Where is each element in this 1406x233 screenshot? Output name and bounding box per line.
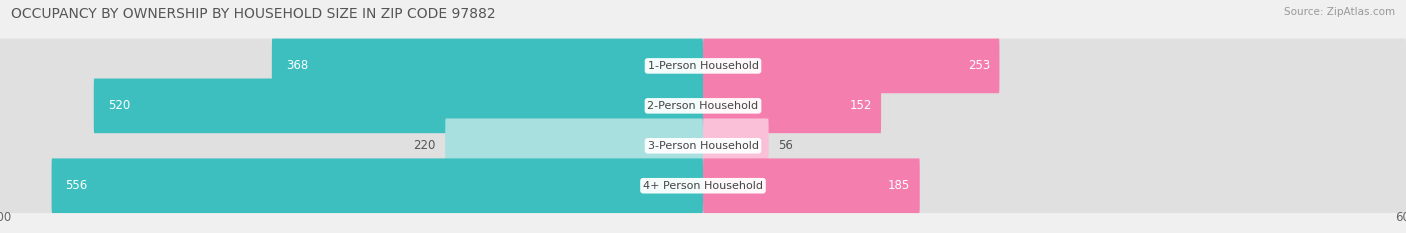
Text: 1-Person Household: 1-Person Household (648, 61, 758, 71)
FancyBboxPatch shape (52, 158, 703, 213)
Text: 556: 556 (66, 179, 87, 192)
Text: 253: 253 (967, 59, 990, 72)
FancyBboxPatch shape (0, 39, 1406, 93)
FancyBboxPatch shape (703, 79, 882, 133)
Text: OCCUPANCY BY OWNERSHIP BY HOUSEHOLD SIZE IN ZIP CODE 97882: OCCUPANCY BY OWNERSHIP BY HOUSEHOLD SIZE… (11, 7, 496, 21)
Text: 3-Person Household: 3-Person Household (648, 141, 758, 151)
Text: 152: 152 (849, 99, 872, 112)
Text: 520: 520 (108, 99, 129, 112)
FancyBboxPatch shape (0, 79, 1406, 133)
Text: 4+ Person Household: 4+ Person Household (643, 181, 763, 191)
FancyBboxPatch shape (703, 158, 920, 213)
Text: 368: 368 (285, 59, 308, 72)
FancyBboxPatch shape (703, 39, 1000, 93)
FancyBboxPatch shape (94, 79, 703, 133)
FancyBboxPatch shape (703, 118, 769, 173)
FancyBboxPatch shape (446, 118, 703, 173)
FancyBboxPatch shape (271, 39, 703, 93)
Text: 2-Person Household: 2-Person Household (647, 101, 759, 111)
Text: 220: 220 (413, 139, 436, 152)
FancyBboxPatch shape (0, 158, 1406, 213)
FancyBboxPatch shape (0, 118, 1406, 173)
Text: 185: 185 (889, 179, 911, 192)
Text: 56: 56 (778, 139, 793, 152)
Text: Source: ZipAtlas.com: Source: ZipAtlas.com (1284, 7, 1395, 17)
